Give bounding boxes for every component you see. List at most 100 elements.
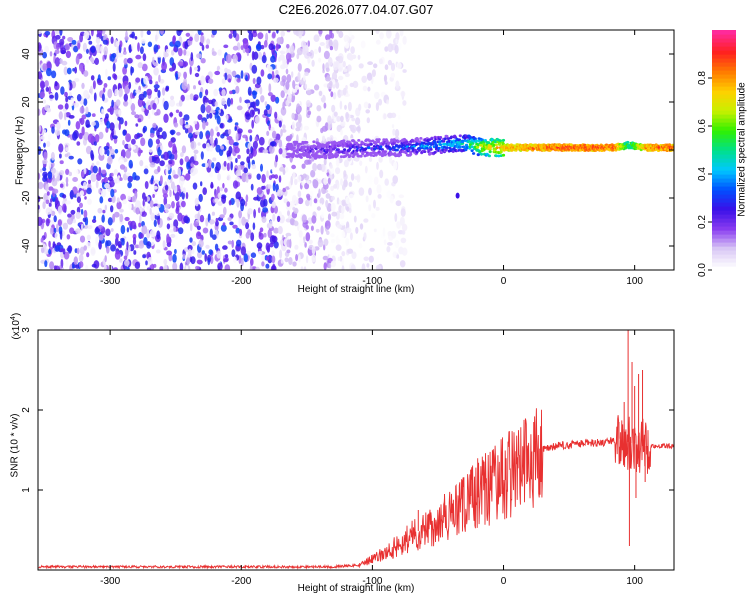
spectrogram-cell [330,195,335,201]
spectrogram-cell [384,75,387,81]
spectrogram-cell [169,99,176,107]
spectrogram-cell [222,182,225,189]
spectrogram-cell [227,128,232,135]
spectrogram-cell [140,211,147,217]
signal-cell [299,153,303,156]
spectrogram-cell [306,193,311,199]
spectrogram-cell [270,94,276,103]
signal-cell [381,142,385,146]
colorbar-segment [712,134,736,139]
spectrogram-cell [182,253,186,260]
signal-cell [479,152,484,156]
spectrogram-cell [116,175,121,184]
spectrogram-cell [328,166,335,175]
spectrogram-cell [172,35,176,43]
spectrogram-cell [313,198,318,204]
signal-cell [292,146,296,150]
spectrogram-cell [50,151,55,161]
spectrogram-cell [329,164,333,169]
spectrogram-cell [399,216,405,226]
signal-cell [492,143,496,147]
spectrogram-cell [182,187,186,194]
spectrogram-cell [185,173,191,181]
spectrogram-cell [104,183,110,189]
spectrogram-cell [65,50,71,59]
spectrogram-cell [217,173,222,181]
colorbar-segment [712,162,736,167]
spectrogram-cell [275,43,279,52]
spectrogram-cell [109,148,115,155]
spectrogram-cell [39,91,46,99]
spectrogram-cell [228,200,232,206]
signal-cell [299,156,303,159]
spectrogram-cell [103,176,108,184]
spectrogram-cell [340,178,343,186]
spectrogram-cell [38,62,41,70]
spectrogram-cell [335,244,342,251]
spectrogram-cell [107,108,112,113]
spectrogram-cell [200,34,205,44]
spectrogram-cell [117,75,122,80]
snr-frame [37,329,675,571]
spectrogram-cell [266,130,270,136]
spectrogram-cell [134,133,139,140]
spectrogram-cell [389,195,394,204]
spectrogram-cell [100,188,107,198]
signal-cell [359,154,363,158]
spectrogram-cell [85,264,89,270]
spectrogram-cell [146,267,151,270]
colorbar-segment [712,62,736,67]
spectrogram-cell [38,195,41,203]
spectrogram-cell [113,74,118,81]
spectrogram-cell [225,69,232,75]
signal-cell [402,150,406,154]
signal-cell [372,147,377,151]
spectrogram-cell [327,115,332,125]
spectrogram-cell [369,179,373,184]
spectrogram-cell [152,185,158,190]
spectrogram-cell [132,237,137,246]
spectrogram-cell [82,217,87,223]
colorbar-segment [712,150,736,155]
colorbar-segment [712,146,736,151]
signal-cell [667,143,672,147]
spectrogram-cell [336,30,340,34]
spectrogram-cell [65,95,69,103]
signal-cell [445,134,449,138]
spectrogram-cell [324,122,329,131]
spectrogram-cell [328,57,333,66]
colorbar-segment [712,114,736,119]
spectrogram-cell [134,261,141,269]
spectrogram-cell [307,180,311,185]
spectrogram-cell [207,257,211,266]
signal-cell [487,154,491,158]
spectrogram-cell [342,60,346,68]
colorbar-segment [712,174,736,179]
spectrogram-cell [167,177,171,188]
spectrogram-cell [287,210,290,217]
spectrogram-cell [101,108,104,113]
spectrogram-cell [254,116,261,124]
spectrogram-cell [232,180,239,189]
spectrogram-cell [390,112,397,119]
signal-cell [443,137,447,141]
spectrogram-cell [190,52,194,62]
spectrogram-cell [267,73,273,80]
spectrogram-cell [185,94,191,101]
spectrogram-cell [55,30,60,35]
spectrogram-cell [338,30,344,39]
spectrogram-cell [300,266,304,270]
spectrogram-cell [280,239,284,246]
spectrogram-cell [111,129,114,138]
spectrogram-cell [318,46,322,53]
spectrogram-cell [347,248,354,254]
snr-xlabel: Height of straight line (km) [297,583,415,594]
spectrogram-cell [59,248,64,253]
spectrogram-cell [102,39,109,45]
signal-cell [471,142,475,145]
spectrogram-xtick-label: 100 [626,276,643,287]
signal-cell [369,142,373,146]
spectrogram-cell [147,257,153,266]
spectrogram-cell [258,231,262,237]
spectrogram-cell [333,184,338,189]
